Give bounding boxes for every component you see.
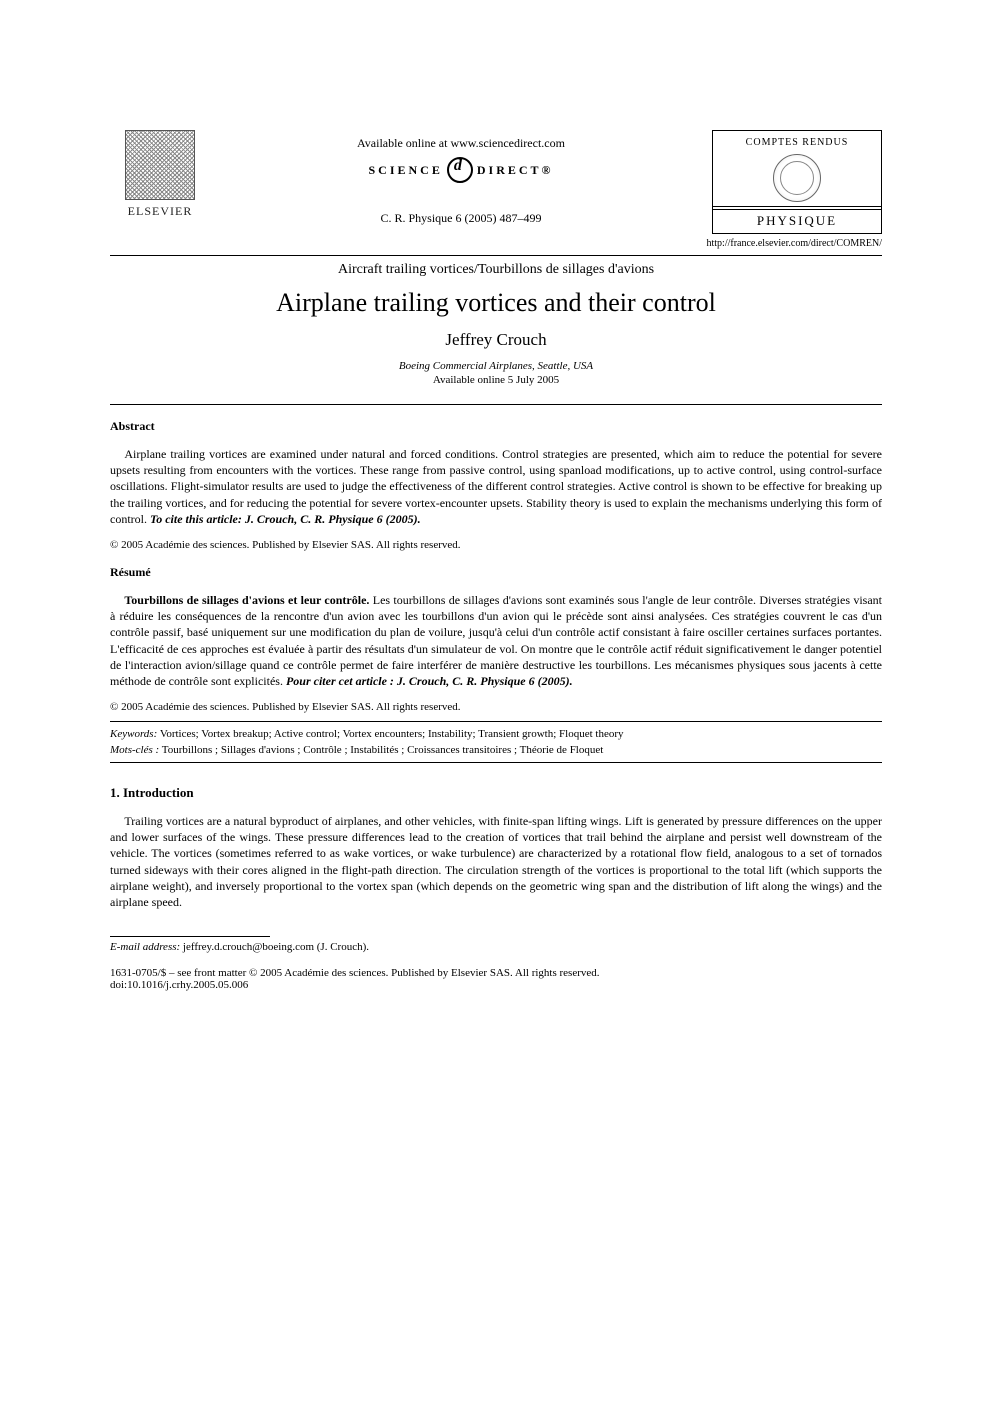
keywords-fr: Mots-clés : Tourbillons ; Sillages d'avi… <box>110 744 882 756</box>
resume-cite: Pour citer cet article : J. Crouch, C. R… <box>286 674 573 688</box>
sd-text-right: DIRECT® <box>477 163 554 178</box>
cr-bottom-label: PHYSIQUE <box>713 209 881 229</box>
author-name: Jeffrey Crouch <box>110 330 882 350</box>
resume-title-inline: Tourbillons de sillages d'avions et leur… <box>124 593 369 607</box>
available-date: Available online 5 July 2005 <box>110 374 882 386</box>
article-title: Airplane trailing vortices and their con… <box>110 288 882 318</box>
header-center: Available online at www.sciencedirect.co… <box>210 130 712 226</box>
header: ELSEVIER Available online at www.science… <box>110 130 882 234</box>
header-rule <box>110 255 882 256</box>
keywords-top-rule <box>110 721 882 722</box>
email-footnote: E-mail address: jeffrey.d.crouch@boeing.… <box>110 941 882 953</box>
cr-top-label: COMPTES RENDUS <box>713 135 881 150</box>
abstract-cite: To cite this article: J. Crouch, C. R. P… <box>150 512 421 526</box>
resume-body: Tourbillons de sillages d'avions et leur… <box>110 592 882 689</box>
resume-heading: Résumé <box>110 565 882 580</box>
affiliation: Boeing Commercial Airplanes, Seattle, US… <box>110 360 882 372</box>
doi: doi:10.1016/j.crhy.2005.05.006 <box>110 979 882 991</box>
abstract-body: Airplane trailing vortices are examined … <box>110 446 882 527</box>
journal-url: http://france.elsevier.com/direct/COMREN… <box>110 238 882 249</box>
cr-divider <box>713 206 881 207</box>
elsevier-logo: ELSEVIER <box>110 130 210 219</box>
keywords-label-fr: Mots-clés : <box>110 744 159 756</box>
keywords-bottom-rule <box>110 762 882 763</box>
keywords-en: Keywords: Vortices; Vortex breakup; Acti… <box>110 728 882 740</box>
issue-section-line: Aircraft trailing vortices/Tourbillons d… <box>110 262 882 278</box>
abstract-copyright: © 2005 Académie des sciences. Published … <box>110 539 882 551</box>
email-label: E-mail address: <box>110 941 180 953</box>
front-matter: 1631-0705/$ – see front matter © 2005 Ac… <box>110 967 882 979</box>
cr-crest-icon <box>773 154 821 202</box>
comptes-rendus-box: COMPTES RENDUS PHYSIQUE <box>712 130 882 234</box>
sd-text-left: SCIENCE <box>369 163 443 178</box>
citation-line: C. R. Physique 6 (2005) 487–499 <box>210 211 712 226</box>
sciencedirect-logo: SCIENCE DIRECT® <box>369 157 554 183</box>
elsevier-label: ELSEVIER <box>128 204 193 219</box>
email-value: jeffrey.d.crouch@boeing.com (J. Crouch). <box>180 941 369 953</box>
keywords-label-en: Keywords: <box>110 728 157 740</box>
intro-para-1: Trailing vortices are a natural byproduc… <box>110 813 882 910</box>
page: ELSEVIER Available online at www.science… <box>0 0 992 1051</box>
keywords-text-en: Vortices; Vortex breakup; Active control… <box>157 728 623 740</box>
keywords-text-fr: Tourbillons ; Sillages d'avions ; Contrô… <box>159 744 603 756</box>
available-online-text: Available online at www.sciencedirect.co… <box>210 136 712 151</box>
sd-swirl-icon <box>447 157 473 183</box>
section-1-heading: 1. Introduction <box>110 785 882 801</box>
journal-logo: COMPTES RENDUS PHYSIQUE <box>712 130 882 234</box>
abstract-heading: Abstract <box>110 419 882 434</box>
abstract-top-rule <box>110 404 882 405</box>
elsevier-tree-icon <box>125 130 195 200</box>
footnote-rule <box>110 936 270 937</box>
resume-copyright: © 2005 Académie des sciences. Published … <box>110 701 882 713</box>
